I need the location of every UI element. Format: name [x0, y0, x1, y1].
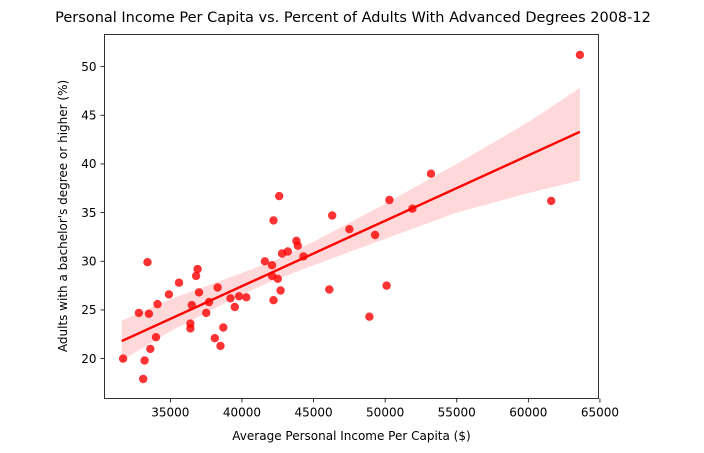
- data-point: [153, 299, 162, 309]
- y-tick-label: 40: [81, 157, 96, 171]
- data-point: [426, 169, 436, 178]
- x-tick-label: 35000: [151, 406, 189, 420]
- plot-area-frame: [104, 34, 599, 399]
- data-point: [275, 191, 284, 201]
- data-point: [365, 312, 374, 321]
- data-point: [273, 274, 282, 283]
- data-point: [144, 309, 154, 318]
- data-point: [328, 211, 337, 220]
- data-point: [276, 286, 285, 295]
- y-tick-label: 30: [81, 255, 96, 269]
- y-axis-ticks: 20 25 30 35 40 45 50: [81, 60, 105, 366]
- x-tick-label: 45000: [294, 406, 332, 420]
- y-axis-label: Adults with a bachelor's degree or highe…: [56, 80, 70, 352]
- data-point: [370, 230, 380, 240]
- data-point: [186, 319, 195, 328]
- data-point: [325, 285, 334, 294]
- y-tick-label: 20: [81, 352, 96, 366]
- regression-line: [121, 130, 581, 343]
- data-point: [219, 323, 228, 332]
- data-point: [226, 294, 235, 303]
- x-tick-label: 60000: [509, 406, 547, 420]
- y-tick-label: 50: [81, 60, 96, 74]
- data-point: [382, 281, 391, 290]
- data-point: [260, 257, 270, 266]
- data-point: [269, 296, 278, 305]
- data-point: [193, 264, 202, 274]
- confidence-band-layer: [121, 88, 580, 361]
- regression-line-layer: [121, 130, 581, 343]
- data-point: [216, 341, 225, 351]
- confidence-band: [121, 88, 580, 361]
- x-axis-label: Average Personal Income Per Capita ($): [232, 429, 470, 443]
- data-point: [345, 225, 354, 234]
- data-point: [385, 195, 394, 205]
- y-tick-label: 45: [81, 109, 96, 123]
- x-tick-label: 50000: [366, 406, 404, 420]
- data-point: [230, 302, 239, 312]
- data-point: [213, 283, 222, 292]
- y-tick-label: 25: [81, 303, 96, 317]
- data-point: [139, 374, 148, 384]
- data-point: [547, 196, 556, 206]
- data-point: [118, 354, 128, 363]
- data-point: [283, 247, 292, 256]
- x-tick-label: 65000: [581, 406, 619, 420]
- chart-title: Personal Income Per Capita vs. Percent o…: [55, 10, 651, 26]
- data-point: [191, 271, 201, 281]
- data-point: [134, 308, 144, 318]
- x-axis-ticks: 35000 40000 45000 50000 55000 60000 65000: [151, 398, 619, 420]
- data-point: [146, 344, 155, 354]
- data-point: [210, 334, 219, 343]
- x-tick-label: 55000: [438, 406, 476, 420]
- data-point: [174, 278, 184, 287]
- points-layer: [118, 50, 585, 384]
- data-point: [202, 308, 211, 318]
- data-point: [140, 356, 149, 365]
- data-point: [164, 290, 174, 299]
- data-point: [293, 241, 302, 250]
- data-point: [194, 288, 204, 297]
- x-tick-label: 40000: [223, 406, 261, 420]
- y-tick-label: 35: [81, 206, 96, 220]
- data-point: [151, 333, 161, 342]
- data-point: [143, 258, 152, 267]
- data-point: [234, 292, 244, 301]
- data-point: [575, 50, 585, 60]
- data-point: [269, 216, 278, 225]
- data-point: [267, 261, 277, 270]
- data-point: [242, 293, 251, 302]
